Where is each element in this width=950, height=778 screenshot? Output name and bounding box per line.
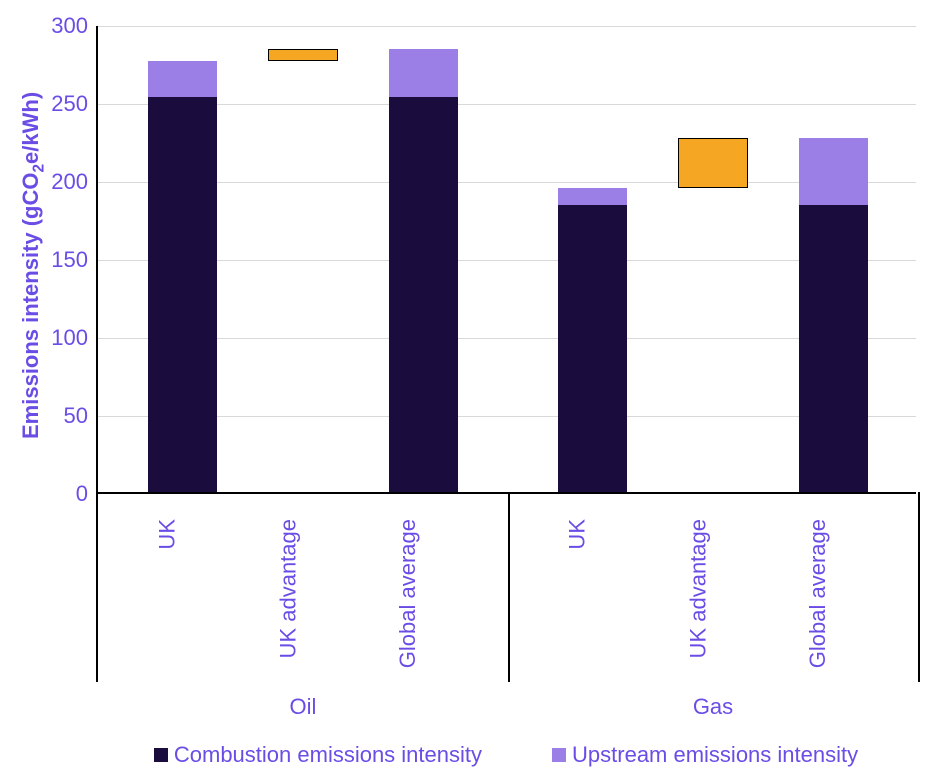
- y-tick-label: 200: [51, 169, 88, 195]
- legend-item: Upstream emissions intensity: [552, 742, 858, 768]
- legend-swatch: [552, 748, 566, 762]
- legend-swatch: [154, 748, 168, 762]
- gridline: [98, 416, 916, 417]
- group-divider: [508, 492, 510, 682]
- gridline: [98, 260, 916, 261]
- legend: Combustion emissions intensity Upstream e…: [96, 742, 916, 768]
- legend-label: Combustion emissions intensity: [174, 742, 482, 768]
- bar-advantage: [678, 138, 748, 188]
- axis-extension: [918, 492, 920, 682]
- bar-combustion: [389, 97, 459, 492]
- y-tick-label: 300: [51, 13, 88, 39]
- bar-upstream: [148, 61, 218, 97]
- y-tick-label: 50: [64, 403, 88, 429]
- x-sub-label: UK: [154, 519, 180, 550]
- x-sub-label: UK: [564, 519, 590, 550]
- bar-upstream: [799, 138, 869, 205]
- gridline: [98, 182, 916, 183]
- x-group-label: Gas: [663, 694, 763, 720]
- bar-combustion: [799, 205, 869, 492]
- gridline: [98, 338, 916, 339]
- x-sub-label: Global average: [396, 519, 422, 668]
- x-sub-label: UK advantage: [685, 519, 711, 658]
- y-tick-label: 150: [51, 247, 88, 273]
- y-tick-label: 250: [51, 91, 88, 117]
- bar-upstream: [558, 188, 628, 205]
- y-tick-label: 0: [76, 481, 88, 507]
- bar-advantage: [268, 49, 338, 61]
- emissions-chart: Emissions intensity (gCO2e/kWh) 05010015…: [0, 0, 950, 778]
- y-axis-label: Emissions intensity (gCO2e/kWh): [18, 92, 48, 439]
- x-sub-label: UK advantage: [275, 519, 301, 658]
- bar-combustion: [558, 205, 628, 492]
- y-tick-label: 100: [51, 325, 88, 351]
- gridline: [98, 104, 916, 105]
- bar-upstream: [389, 49, 459, 97]
- plot-area: 050100150200250300UKUK advantageGlobal a…: [96, 26, 916, 494]
- legend-label: Upstream emissions intensity: [572, 742, 858, 768]
- bar-combustion: [148, 97, 218, 492]
- x-group-label: Oil: [253, 694, 353, 720]
- axis-extension: [96, 492, 98, 682]
- legend-item: Combustion emissions intensity: [154, 742, 482, 768]
- x-sub-label: Global average: [806, 519, 832, 668]
- gridline: [98, 26, 916, 27]
